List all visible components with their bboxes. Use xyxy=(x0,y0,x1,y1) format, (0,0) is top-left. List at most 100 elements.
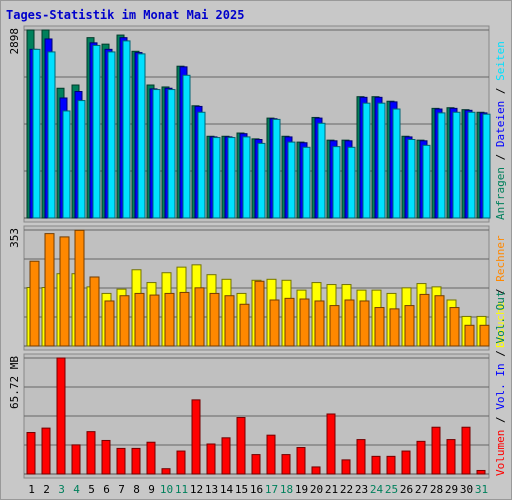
legend-top: Anfragen / Dateien / Seiten xyxy=(494,41,507,220)
legend-item-volout: Vol. Out xyxy=(494,291,507,344)
bar-seiten-day-7 xyxy=(122,40,131,219)
y-max-label: 65.72 MB xyxy=(8,356,21,409)
bar-volumen-day-28 xyxy=(431,426,441,475)
bar-rechner-day-4 xyxy=(74,229,85,347)
x-tick-label-17: 17 xyxy=(265,483,278,496)
bar-seiten-day-17 xyxy=(272,118,281,219)
bar-volumen-day-2 xyxy=(41,427,51,475)
bar-volumen-day-24 xyxy=(371,455,381,475)
bar-rechner-day-25 xyxy=(389,308,400,347)
bar-rechner-day-1 xyxy=(29,260,40,347)
bar-seiten-day-31 xyxy=(482,113,491,219)
x-tick-label-6: 6 xyxy=(103,483,110,496)
x-tick-label-24: 24 xyxy=(370,483,384,496)
bar-rechner-day-9 xyxy=(149,294,160,347)
bar-rechner-day-21 xyxy=(329,305,340,347)
bar-seiten-day-30 xyxy=(467,111,476,219)
y-max-label: 353 xyxy=(8,228,21,248)
bar-seiten-day-20 xyxy=(317,122,326,219)
bar-seiten-day-29 xyxy=(452,111,461,219)
bar-volumen-day-3 xyxy=(56,357,66,475)
bar-volumen-day-8 xyxy=(131,447,141,475)
bar-volumen-day-25 xyxy=(386,455,396,475)
bar-seiten-day-13 xyxy=(212,137,221,219)
chart-title: Tages-Statistik im Monat Mai 2025 xyxy=(6,8,244,22)
bar-volumen-day-22 xyxy=(341,459,351,475)
bar-rechner-day-12 xyxy=(194,287,205,347)
bar-volumen-day-31 xyxy=(476,469,486,475)
bar-volumen-day-15 xyxy=(236,417,246,475)
x-tick-label-10: 10 xyxy=(160,483,173,496)
legend-item-volumen: Volumen xyxy=(494,430,507,476)
bar-seiten-day-5 xyxy=(92,44,101,219)
bar-rechner-day-26 xyxy=(404,305,415,347)
bar-volumen-day-23 xyxy=(356,439,366,475)
bar-seiten-day-21 xyxy=(332,146,341,219)
bar-volumen-day-1 xyxy=(26,432,36,475)
bar-rechner-day-31 xyxy=(479,324,490,347)
bar-seiten-day-2 xyxy=(47,51,56,219)
bar-rechner-day-24 xyxy=(374,307,385,347)
x-tick-label-22: 22 xyxy=(340,483,353,496)
legend-separator: / xyxy=(494,147,507,167)
x-tick-label-14: 14 xyxy=(220,483,234,496)
bar-rechner-day-23 xyxy=(359,300,370,347)
bar-seiten-day-1 xyxy=(32,48,41,219)
legend-separator: / xyxy=(494,81,507,101)
bar-seiten-day-24 xyxy=(377,102,386,219)
bar-rechner-day-2 xyxy=(44,233,55,347)
bar-volumen-day-5 xyxy=(86,431,96,475)
bar-rechner-day-11 xyxy=(179,291,190,347)
bar-rechner-day-30 xyxy=(464,324,475,347)
legend-item-besuche: Besuche xyxy=(494,302,507,348)
x-tick-label-30: 30 xyxy=(460,483,473,496)
bar-volumen-day-13 xyxy=(206,443,216,475)
x-tick-label-11: 11 xyxy=(175,483,188,496)
legend-separator: / xyxy=(494,282,507,302)
bar-rechner-day-6 xyxy=(104,300,115,347)
bar-rechner-day-17 xyxy=(269,299,280,347)
x-tick-label-27: 27 xyxy=(415,483,428,496)
panel-volume: 65.72 MB xyxy=(8,353,490,479)
bar-rechner-day-27 xyxy=(419,293,430,347)
bar-volumen-day-18 xyxy=(281,454,291,475)
x-tick-label-29: 29 xyxy=(445,483,458,496)
legend-item-volin: Vol. In xyxy=(494,363,507,409)
x-tick-label-21: 21 xyxy=(325,483,338,496)
bar-seiten-day-18 xyxy=(287,141,296,219)
x-tick-label-15: 15 xyxy=(235,483,248,496)
legend-middle: Besuche / Rechner xyxy=(494,235,507,348)
x-tick-label-19: 19 xyxy=(295,483,308,496)
x-tick-label-2: 2 xyxy=(43,483,50,496)
bar-rechner-day-15 xyxy=(239,303,250,347)
x-tick-label-13: 13 xyxy=(205,483,218,496)
bar-rechner-day-28 xyxy=(434,295,445,347)
bar-rechner-day-7 xyxy=(119,295,130,347)
bar-rechner-day-19 xyxy=(299,298,310,347)
x-tick-label-23: 23 xyxy=(355,483,368,496)
bar-seiten-day-14 xyxy=(227,137,236,219)
bar-rechner-day-5 xyxy=(89,276,100,347)
bar-volumen-day-26 xyxy=(401,450,411,475)
legend-item-dateien: Dateien xyxy=(494,101,507,147)
x-tick-label-9: 9 xyxy=(148,483,155,496)
bar-volumen-day-19 xyxy=(296,447,306,475)
legend-separator: / xyxy=(494,410,507,430)
x-tick-label-18: 18 xyxy=(280,483,293,496)
bar-volumen-day-4 xyxy=(71,444,81,475)
x-tick-label-20: 20 xyxy=(310,483,323,496)
legend-separator: / xyxy=(494,344,507,364)
bar-seiten-day-12 xyxy=(197,111,206,219)
bar-rechner-day-10 xyxy=(164,292,175,347)
x-tick-label-26: 26 xyxy=(400,483,413,496)
x-tick-label-7: 7 xyxy=(118,483,125,496)
bar-volumen-day-11 xyxy=(176,450,186,475)
bar-rechner-day-16 xyxy=(254,280,265,347)
bar-volumen-day-16 xyxy=(251,454,261,475)
bar-rechner-day-29 xyxy=(449,307,460,347)
bar-volumen-day-7 xyxy=(116,447,126,475)
x-tick-label-31: 31 xyxy=(475,483,488,496)
bar-seiten-day-6 xyxy=(107,51,116,219)
